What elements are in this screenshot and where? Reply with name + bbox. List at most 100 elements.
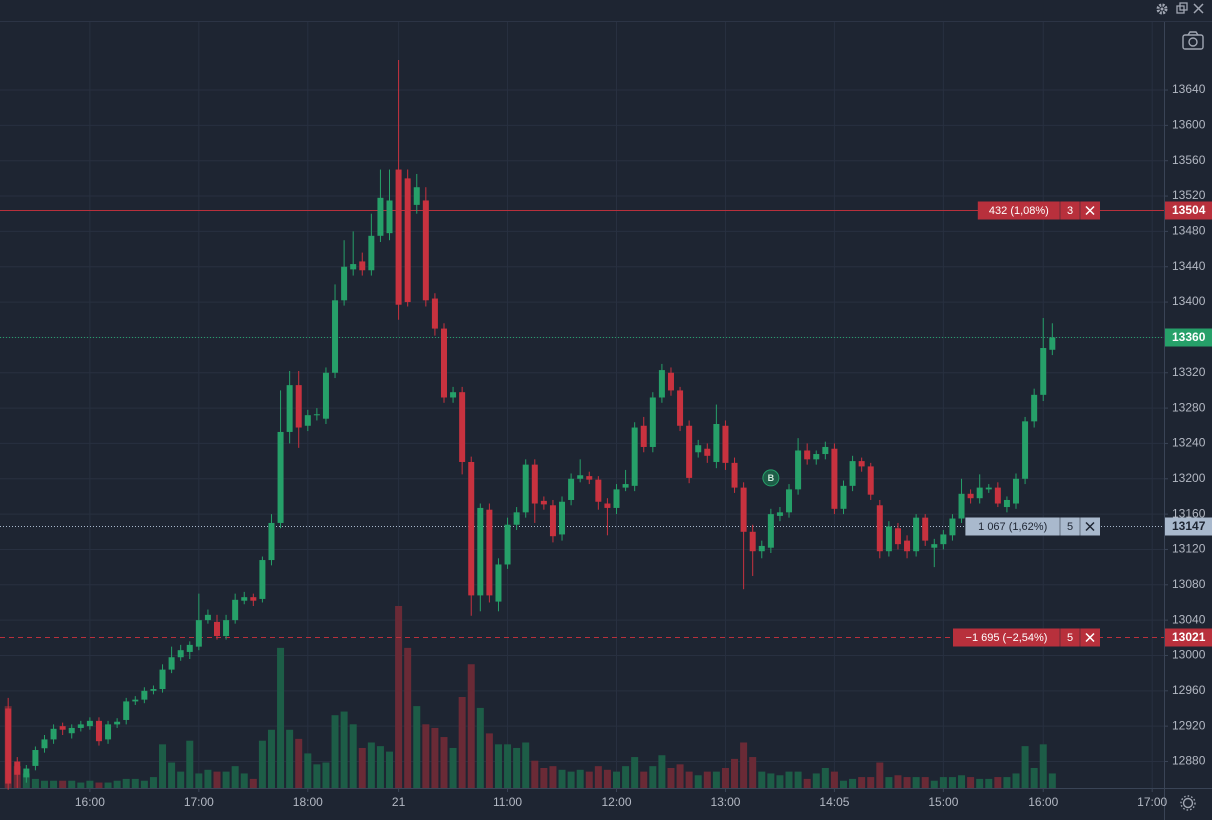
volume-bar [159,744,167,788]
candle-body [985,487,992,490]
order-close-icon[interactable] [1085,205,1095,216]
candle-body [831,448,838,509]
y-tick-label: 13440 [1172,259,1206,273]
volume-bar [258,740,266,788]
volume-bar [77,782,85,788]
candle-body [459,392,466,462]
candle-body [59,726,66,730]
order-close-icon[interactable] [1085,521,1095,532]
candle-body [486,509,493,596]
volume-bar [794,771,802,788]
volume-bar [912,777,920,788]
candle-body [241,597,248,601]
grid [0,22,1168,792]
candle-body [395,169,402,305]
volume-bar [204,769,212,788]
y-tick-label: 13200 [1172,471,1206,485]
candle-body [967,493,974,499]
candle-body [440,328,447,398]
price-tag [1165,201,1212,220]
candle-body [313,414,320,416]
candle-body [259,560,266,599]
settings-icon[interactable] [1156,3,1168,15]
candle-body [658,370,665,398]
camera-body [1182,34,1204,50]
candle-body [504,524,511,565]
x-tick-label: 14:05 [819,795,849,809]
camera-top [1187,31,1199,36]
volume-bar [476,707,484,788]
y-tick-label: 13160 [1172,506,1206,520]
volume-bar [494,744,502,788]
candle-body [586,476,593,480]
x-tick-label: 21 [392,795,406,809]
candle-body [931,544,938,548]
volume-bar [558,769,566,788]
volume-bar [485,733,493,788]
trade-marker-label: B [768,473,775,483]
volume-bar [576,769,584,788]
volume-bar [1030,767,1038,788]
candle-body [422,200,429,301]
candle-body [613,489,620,508]
candle-body [23,768,30,778]
candle-body [740,487,747,532]
y-tick-label: 12880 [1172,754,1206,768]
y-tick-label: 13520 [1172,188,1206,202]
volume-bar [631,757,639,788]
volume-bar [386,751,394,788]
volume-bar [522,742,530,788]
order-label-box[interactable] [977,201,1100,220]
time-settings-icon[interactable] [1180,795,1196,811]
candle-body [105,724,112,740]
candle-body [804,450,811,460]
candle-body [95,720,102,742]
candle-body [431,298,438,329]
candle-body [858,461,865,467]
volume-bar [122,778,130,788]
camera-icon[interactable] [1182,31,1204,50]
candle-body [277,431,284,523]
volume-bar [785,771,793,788]
candle-body [549,505,556,537]
y-tick-label: 13400 [1172,294,1206,308]
candle-body [86,720,93,727]
volume-bar [885,777,893,788]
candle-body [368,235,375,271]
volume-bar [31,778,39,788]
volume-bar [776,775,784,788]
volume-bar [903,777,911,788]
candles [5,59,1056,790]
candle-body [404,178,411,303]
candle-body [994,487,1001,504]
candle-body [1040,348,1047,395]
volume-bar [830,771,838,788]
candle-body [177,650,184,658]
close-icon[interactable] [1193,3,1204,14]
volume-bar [267,729,275,788]
candle-body [531,464,538,504]
order-label: −1 695 (−2,54%) [966,632,1048,644]
volume-bar [231,766,239,788]
restore-icon[interactable] [1176,2,1188,14]
candle-body [377,197,384,236]
order-count: 5 [1067,632,1073,644]
candle-body [958,493,965,519]
candle-body [468,461,475,596]
order-close-icon[interactable] [1085,632,1095,643]
volume-bar [749,757,757,788]
candle-body [568,478,575,500]
volume-bar [694,775,702,788]
candle-body [640,425,647,447]
order-label-box[interactable] [965,517,1100,536]
order-label-box[interactable] [953,628,1100,647]
price-tag-label: 13021 [1172,630,1206,644]
volume-bar [939,777,947,788]
price-tag [1165,328,1212,347]
candle-body [695,445,702,453]
candle-body [940,534,947,545]
candle-body [949,518,956,536]
volume-bar [930,780,938,788]
candle-body [204,614,211,621]
